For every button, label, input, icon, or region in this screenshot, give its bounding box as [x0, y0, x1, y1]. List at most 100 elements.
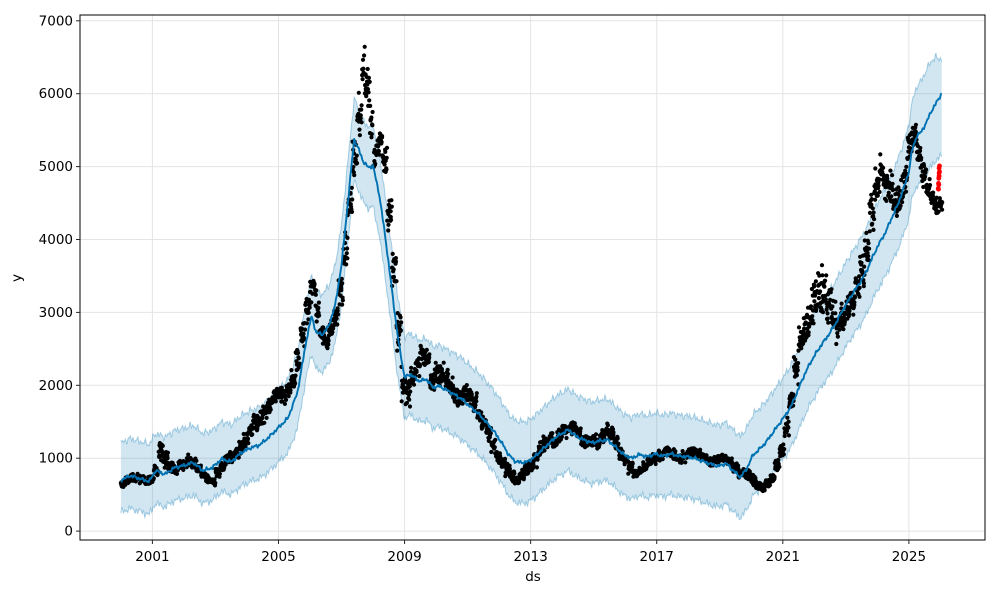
actual-data-point: [469, 392, 474, 397]
actual-data-point: [477, 418, 483, 423]
actual-data-point: [767, 483, 773, 488]
actual-data-point: [534, 465, 540, 470]
actual-data-point: [296, 356, 301, 361]
actual-data-point: [427, 355, 432, 360]
actual-data-point: [784, 428, 790, 434]
actual-data-point: [616, 441, 621, 446]
actual-data-point: [450, 375, 455, 380]
anomaly-data-point: [936, 182, 942, 188]
actual-data-point: [370, 123, 375, 128]
actual-data-point: [870, 206, 875, 211]
actual-data-point: [417, 374, 422, 379]
actual-data-point: [835, 334, 841, 339]
actual-data-point: [289, 368, 294, 373]
actual-data-point: [521, 475, 527, 480]
actual-data-point: [367, 98, 372, 103]
actual-data-point: [344, 262, 349, 267]
actual-data-point: [913, 122, 919, 127]
actual-data-point: [362, 44, 367, 49]
actual-data-point: [377, 152, 382, 157]
actual-data-point: [885, 176, 890, 181]
actual-data-point: [345, 246, 350, 251]
anomaly-data-point: [936, 173, 942, 179]
actual-data-point: [927, 177, 932, 182]
actual-data-point: [825, 316, 830, 321]
actual-data-point: [794, 373, 800, 378]
actual-data-point: [404, 400, 409, 406]
actual-data-point: [474, 391, 479, 396]
actual-data-point: [339, 276, 344, 281]
actual-data-point: [417, 363, 422, 368]
actual-data-point: [806, 330, 811, 335]
actual-data-point: [264, 415, 269, 420]
actual-data-point: [593, 432, 599, 437]
actual-data-point: [334, 316, 339, 321]
x-tick-label: 2025: [892, 549, 926, 565]
actual-data-point: [781, 442, 786, 447]
actual-data-point: [488, 431, 493, 436]
actual-data-point: [786, 425, 791, 430]
actual-data-point: [502, 456, 508, 461]
actual-data-point: [781, 452, 786, 457]
actual-data-point: [306, 310, 311, 315]
actual-data-point: [393, 256, 398, 261]
actual-data-point: [867, 210, 873, 215]
actual-data-point: [940, 207, 945, 212]
actual-data-point: [890, 181, 895, 186]
actual-data-point: [365, 87, 370, 92]
actual-data-point: [630, 461, 635, 466]
actual-data-point: [345, 235, 350, 240]
x-tick-label: 2001: [135, 549, 169, 565]
actual-data-point: [810, 314, 815, 319]
actual-data-point: [445, 367, 450, 372]
actual-data-point: [507, 466, 512, 471]
actual-data-point: [283, 397, 289, 402]
actual-data-point: [888, 168, 893, 173]
actual-data-point: [426, 359, 431, 364]
actual-data-point: [407, 397, 412, 402]
actual-data-point: [294, 359, 299, 364]
actual-data-point: [369, 115, 374, 120]
actual-data-point: [382, 162, 387, 167]
actual-data-point: [367, 79, 372, 84]
actual-data-point: [626, 471, 631, 476]
actual-data-point: [872, 217, 877, 222]
actual-data-point: [903, 189, 909, 194]
actual-data-point: [886, 190, 891, 195]
actual-data-point: [222, 465, 227, 470]
x-tick-label: 2021: [766, 549, 800, 565]
actual-data-point: [344, 251, 349, 256]
actual-data-point: [875, 193, 880, 198]
y-tick-label: 6000: [39, 86, 73, 102]
actual-data-point: [597, 442, 602, 447]
actual-data-point: [217, 471, 222, 476]
actual-data-point: [869, 202, 874, 207]
actual-data-point: [165, 456, 170, 461]
actual-data-point: [823, 278, 828, 283]
actual-data-point: [934, 195, 939, 200]
plot-border-spines: [79, 14, 986, 541]
actual-data-point: [243, 444, 248, 449]
actual-data-point: [340, 298, 345, 303]
actual-data-point: [330, 330, 335, 335]
actual-data-point: [873, 197, 878, 202]
actual-data-point: [921, 163, 927, 169]
actual-data-point: [873, 166, 878, 171]
actual-data-point: [503, 474, 508, 479]
actual-data-point: [847, 308, 852, 313]
actual-data-point: [842, 319, 848, 324]
actual-data-point: [857, 285, 862, 290]
actual-data-point: [890, 187, 895, 193]
actual-data-point: [293, 381, 298, 386]
actual-data-point: [531, 463, 536, 469]
actual-data-point: [812, 284, 817, 289]
actual-data-point: [384, 155, 389, 160]
actual-data-point: [397, 323, 402, 328]
actual-data-point: [898, 203, 903, 208]
actual-data-point: [517, 480, 522, 485]
actual-data-point: [340, 302, 345, 307]
actual-data-point: [835, 331, 840, 336]
actual-data-point: [867, 246, 872, 251]
actual-data-point: [391, 274, 396, 280]
actual-data-point: [653, 461, 658, 467]
